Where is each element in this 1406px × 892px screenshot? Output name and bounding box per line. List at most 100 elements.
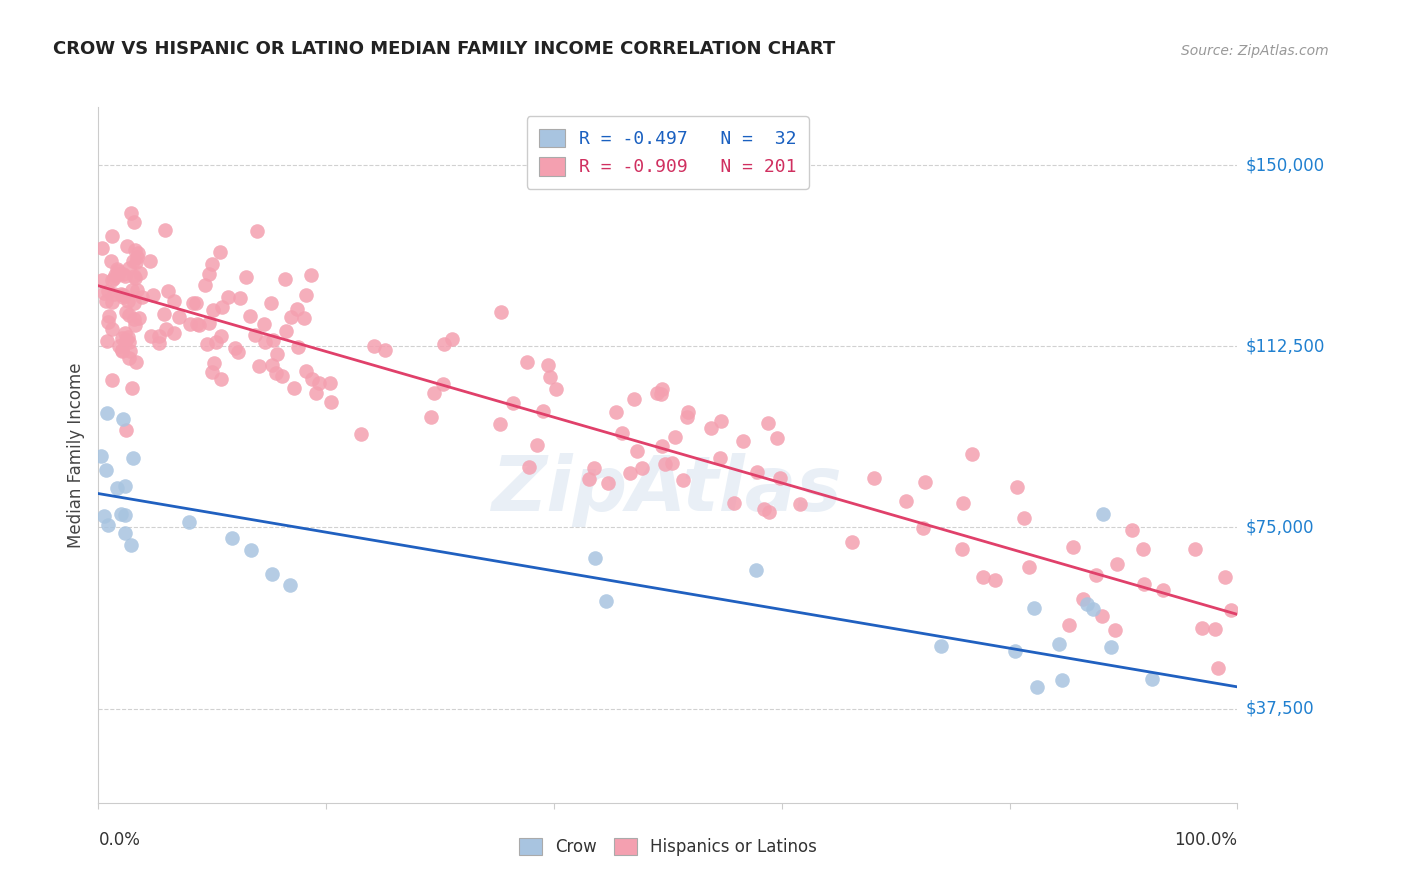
Point — [319, 376, 342, 390]
Point — [115, 333, 138, 347]
Point — [111, 287, 134, 301]
Point — [745, 465, 768, 479]
Point — [285, 302, 308, 317]
Point — [1071, 591, 1094, 606]
Point — [295, 363, 318, 377]
Point — [125, 355, 148, 369]
Point — [114, 525, 136, 540]
Point — [124, 271, 146, 285]
Point — [423, 386, 446, 401]
Point — [1022, 600, 1045, 615]
Text: 0.0%: 0.0% — [98, 830, 141, 848]
Point — [301, 372, 323, 386]
Point — [1005, 480, 1028, 494]
Point — [253, 335, 276, 350]
Point — [1076, 597, 1098, 611]
Point — [1050, 673, 1073, 687]
Point — [531, 404, 554, 418]
Point — [1091, 608, 1114, 623]
Point — [122, 296, 145, 310]
Point — [142, 288, 165, 302]
Point — [432, 377, 454, 392]
Point — [115, 305, 138, 319]
Point — [97, 314, 120, 328]
Point — [489, 417, 512, 432]
Point — [264, 366, 287, 380]
Point — [202, 356, 225, 370]
Point — [664, 430, 686, 444]
Point — [111, 290, 134, 304]
Point — [101, 373, 124, 387]
Point — [789, 497, 811, 511]
Point — [110, 507, 132, 521]
Point — [292, 310, 315, 325]
Point — [217, 290, 239, 304]
Point — [283, 380, 305, 394]
Point — [984, 574, 1007, 588]
Point — [128, 310, 150, 325]
Point — [651, 382, 673, 396]
Point — [101, 229, 124, 244]
Point — [1047, 637, 1070, 651]
Point — [186, 318, 208, 332]
Point — [91, 241, 114, 255]
Point — [841, 534, 863, 549]
Point — [155, 223, 177, 237]
Point — [972, 570, 994, 584]
Text: CROW VS HISPANIC OR LATINO MEDIAN FAMILY INCOME CORRELATION CHART: CROW VS HISPANIC OR LATINO MEDIAN FAMILY… — [53, 40, 835, 58]
Point — [1132, 577, 1154, 591]
Point — [544, 382, 567, 396]
Point — [960, 447, 983, 461]
Text: ZipAtlas: ZipAtlas — [492, 453, 844, 526]
Point — [744, 563, 766, 577]
Y-axis label: Median Family Income: Median Family Income — [67, 362, 86, 548]
Point — [280, 310, 302, 324]
Point — [115, 239, 138, 253]
Point — [253, 317, 276, 331]
Point — [201, 365, 224, 379]
Point — [124, 243, 146, 257]
Text: 100.0%: 100.0% — [1174, 830, 1237, 848]
Point — [651, 439, 673, 453]
Point — [1004, 643, 1026, 657]
Point — [709, 451, 731, 466]
Point — [1206, 660, 1229, 674]
Point — [752, 502, 775, 516]
Point — [605, 405, 627, 419]
Point — [91, 273, 114, 287]
Point — [120, 206, 142, 220]
Point — [125, 255, 148, 269]
Point — [502, 396, 524, 410]
Point — [756, 417, 779, 431]
Point — [97, 284, 120, 298]
Point — [100, 273, 122, 287]
Point — [1191, 621, 1213, 635]
Point — [114, 268, 136, 283]
Point — [675, 410, 697, 425]
Text: $150,000: $150,000 — [1246, 156, 1324, 174]
Point — [626, 444, 648, 458]
Point — [184, 296, 207, 310]
Point — [489, 305, 512, 319]
Point — [758, 505, 780, 519]
Point — [1084, 568, 1107, 582]
Point — [224, 341, 246, 355]
Point — [619, 466, 641, 480]
Point — [105, 481, 128, 495]
Point — [163, 294, 186, 309]
Point — [894, 494, 917, 508]
Point — [124, 268, 146, 283]
Point — [121, 381, 143, 395]
Point — [246, 224, 269, 238]
Point — [148, 329, 170, 343]
Point — [179, 317, 201, 331]
Point — [516, 355, 538, 369]
Point — [319, 395, 342, 409]
Point — [122, 450, 145, 465]
Point — [672, 473, 695, 487]
Point — [295, 288, 318, 302]
Point — [1121, 523, 1143, 537]
Point — [122, 312, 145, 326]
Point — [676, 404, 699, 418]
Point — [1153, 582, 1175, 597]
